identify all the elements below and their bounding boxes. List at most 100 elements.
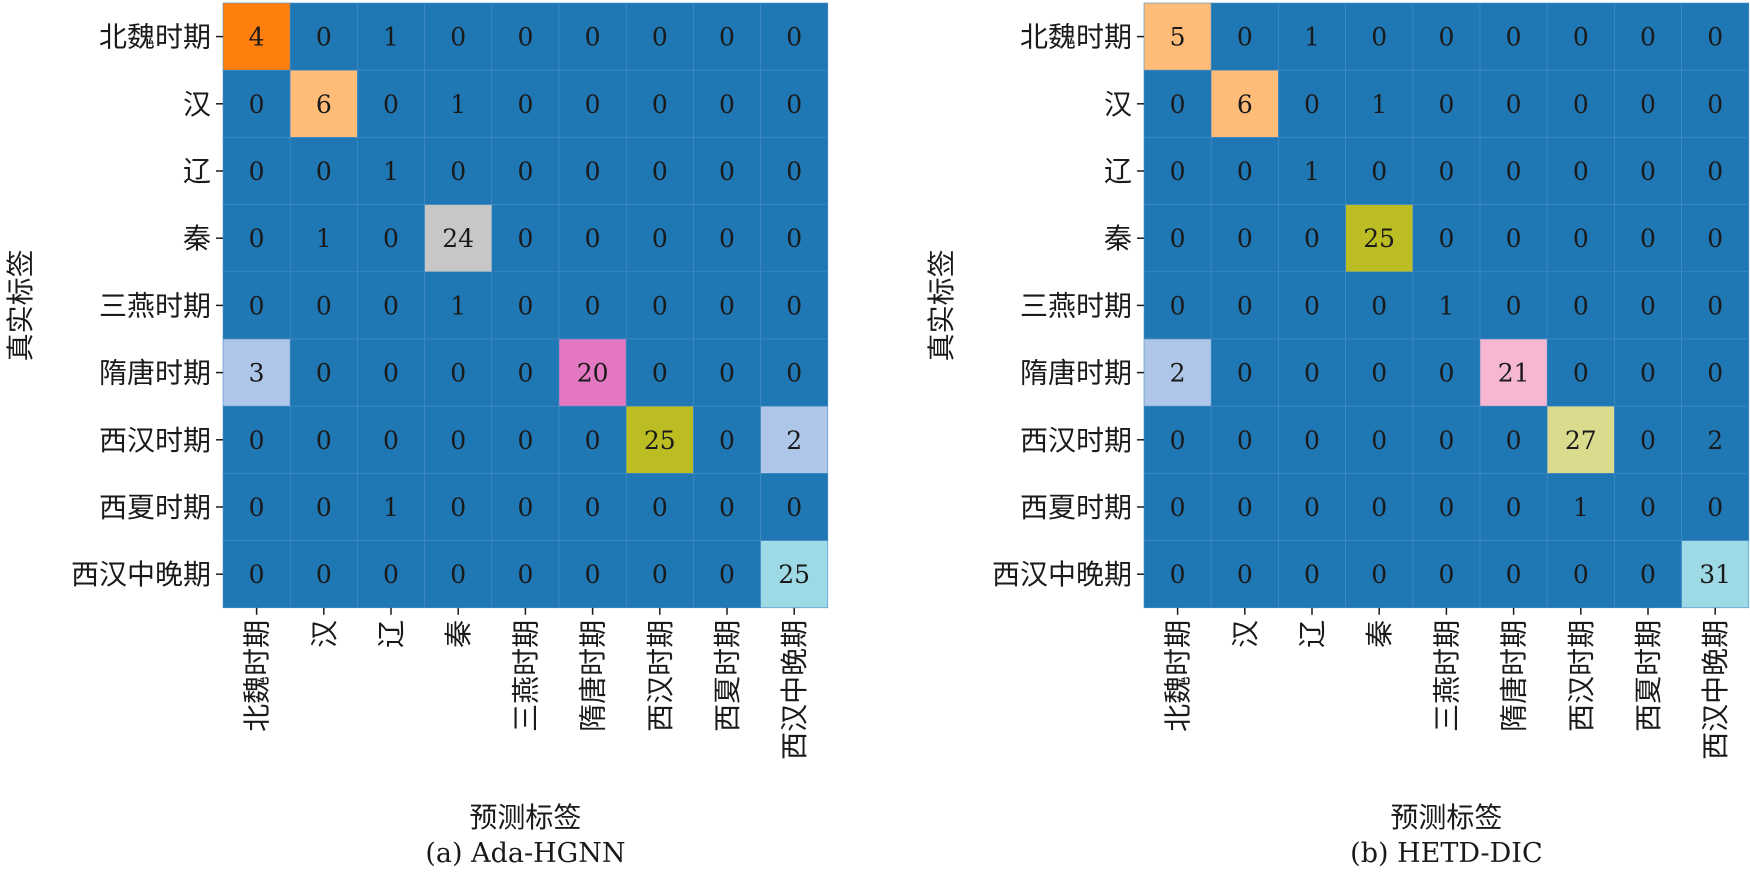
heatmap-cell <box>1345 405 1414 474</box>
cell-value-label: 3 <box>249 359 265 388</box>
cell-value-label: 0 <box>1237 157 1253 186</box>
cell-value-label: 0 <box>517 157 533 186</box>
heatmap-cell <box>424 69 493 138</box>
heatmap-cell <box>1546 69 1615 138</box>
cell-value-label: 0 <box>1438 23 1454 52</box>
cell-value-label: 0 <box>1170 224 1186 253</box>
cell-value-label: 24 <box>442 224 474 253</box>
y-tick-label: 秦 <box>1104 222 1132 255</box>
cell-value-label: 0 <box>1438 493 1454 522</box>
heatmap-cell <box>1479 405 1548 474</box>
cell-value-label: 1 <box>1304 157 1320 186</box>
cell-value-label: 0 <box>1237 493 1253 522</box>
heatmap-cell <box>693 204 761 273</box>
heatmap-cell <box>1681 69 1750 138</box>
cell-value-label: 2 <box>1707 426 1723 455</box>
cell-value-label: 0 <box>1237 426 1253 455</box>
x-tick-label: 隋唐时期 <box>577 620 610 732</box>
heatmap-cell <box>558 69 627 138</box>
heatmap-cell <box>222 473 291 541</box>
cell-value-label: 0 <box>1237 359 1253 388</box>
heatmap-cell <box>1614 405 1682 474</box>
heatmap-cell <box>1546 338 1615 407</box>
heatmap-cell <box>558 540 627 609</box>
heatmap-cell <box>1210 540 1279 609</box>
heatmap-cell <box>1143 137 1212 205</box>
cell-value-label: 0 <box>1304 224 1320 253</box>
heatmap-cell <box>1681 338 1750 407</box>
x-tick-label: 隋唐时期 <box>1498 620 1531 732</box>
x-tick-label: 秦 <box>1363 620 1396 648</box>
heatmap-cell <box>424 338 493 407</box>
cell-value-label: 0 <box>450 359 466 388</box>
heatmap-cell <box>491 69 560 138</box>
cell-value-label: 0 <box>786 90 802 119</box>
cell-value-label: 1 <box>1573 493 1589 522</box>
cell-value-label: 0 <box>1170 426 1186 455</box>
heatmap-cell <box>424 473 493 541</box>
y-axis-title: 真实标签 <box>4 249 37 361</box>
cell-value-label: 0 <box>1640 23 1656 52</box>
cell-value-label: 0 <box>1573 560 1589 589</box>
cell-value-label: 0 <box>1304 359 1320 388</box>
cell-value-label: 0 <box>1573 359 1589 388</box>
cell-value-label: 0 <box>1170 291 1186 320</box>
heatmap-cell <box>222 69 291 138</box>
cell-value-label: 0 <box>249 560 265 589</box>
heatmap-cell <box>1345 137 1414 205</box>
cell-value-label: 0 <box>719 224 735 253</box>
cell-value-label: 1 <box>383 23 399 52</box>
cell-value-label: 0 <box>517 493 533 522</box>
heatmap-cell <box>1143 204 1212 273</box>
cell-value-label: 0 <box>1371 493 1387 522</box>
cell-value-label: 25 <box>644 426 676 455</box>
cell-value-label: 0 <box>1304 291 1320 320</box>
heatmap-cell <box>1210 338 1279 407</box>
heatmap-cell <box>1614 69 1682 138</box>
cell-value-label: 1 <box>1304 23 1320 52</box>
cell-value-label: 0 <box>1640 291 1656 320</box>
heatmap-cell <box>1210 473 1279 541</box>
heatmap-cell <box>760 271 829 340</box>
x-tick-label: 西夏时期 <box>711 620 744 732</box>
x-tick-label: 汉 <box>308 620 341 648</box>
cell-value-label: 0 <box>1371 291 1387 320</box>
heatmap-cell <box>1546 271 1615 340</box>
heatmap-cell <box>1210 271 1279 340</box>
cell-value-label: 0 <box>1707 493 1723 522</box>
cell-value-label: 0 <box>1438 90 1454 119</box>
heatmap-cell <box>1412 137 1481 205</box>
cell-value-label: 0 <box>1237 224 1253 253</box>
y-tick-label: 辽 <box>1104 155 1132 188</box>
cell-value-label: 1 <box>450 291 466 320</box>
x-tick-label: 秦 <box>442 620 475 648</box>
cell-value-label: 31 <box>1699 560 1731 589</box>
cell-value-label: 0 <box>1438 359 1454 388</box>
cell-value-label: 0 <box>1237 560 1253 589</box>
heatmap-cell <box>693 473 761 541</box>
heatmap-cell <box>1210 204 1279 273</box>
cell-value-label: 20 <box>577 359 609 388</box>
heatmap-cell <box>1278 137 1346 205</box>
cell-value-label: 0 <box>517 23 533 52</box>
cell-value-label: 0 <box>1707 359 1723 388</box>
y-tick-label: 汉 <box>183 88 211 121</box>
cell-value-label: 0 <box>1573 23 1589 52</box>
x-tick-label: 三燕时期 <box>509 620 542 732</box>
cell-value-label: 0 <box>1170 493 1186 522</box>
cell-value-label: 0 <box>1707 224 1723 253</box>
cell-value-label: 0 <box>719 291 735 320</box>
cell-value-label: 0 <box>1573 291 1589 320</box>
cell-value-label: 0 <box>1573 90 1589 119</box>
cell-value-label: 0 <box>450 560 466 589</box>
heatmap-cell <box>760 473 829 541</box>
heatmap-cell <box>289 2 358 71</box>
cell-value-label: 0 <box>585 90 601 119</box>
cell-value-label: 0 <box>719 493 735 522</box>
heatmap-cell <box>1681 540 1750 609</box>
cell-value-label: 0 <box>1506 90 1522 119</box>
heatmap-cell <box>1614 204 1682 273</box>
heatmap-cell <box>625 137 694 205</box>
cell-value-label: 0 <box>652 359 668 388</box>
heatmap-cell <box>357 69 425 138</box>
